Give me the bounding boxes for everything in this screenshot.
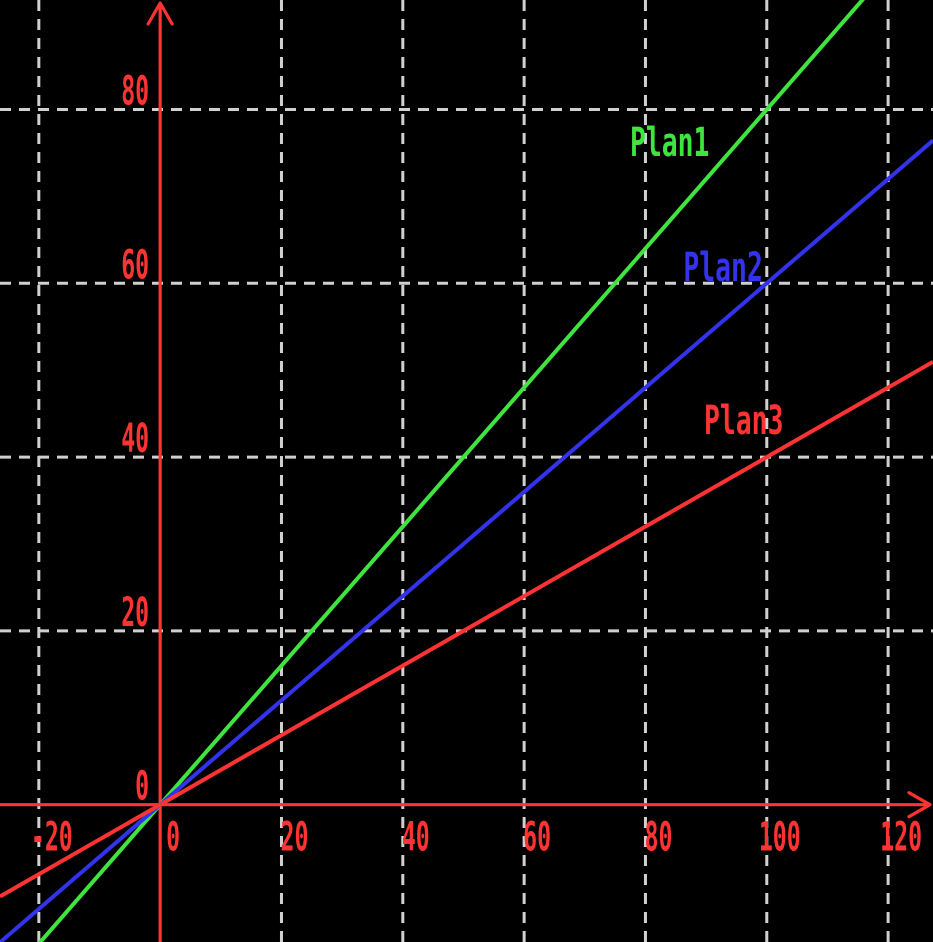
plan2-label: Plan2 <box>683 244 762 290</box>
x-tick-label-40: 40 <box>402 814 430 860</box>
y-tick-label-40: 40 <box>121 415 149 461</box>
y-tick-label-0: 0 <box>135 763 149 809</box>
x-tick-label-100: 100 <box>759 814 801 860</box>
plan3-line <box>0 360 933 899</box>
y-tick-label-80: 80 <box>121 68 149 114</box>
y-tick-label-20: 20 <box>121 589 149 635</box>
y-axis-arrow-icon <box>146 1 174 26</box>
plan1-label: Plan1 <box>630 119 709 165</box>
x-tick-label-20: 20 <box>281 814 309 860</box>
x-tick-label-120: 120 <box>880 814 922 860</box>
x-axis-arrow-icon <box>907 791 932 819</box>
y-tick-label-60: 60 <box>121 242 149 288</box>
x-tick-label-60: 60 <box>523 814 551 860</box>
plan3-label: Plan3 <box>704 397 783 443</box>
x-tick-label--20: -20 <box>31 814 73 860</box>
x-tick-label-0: 0 <box>166 814 180 860</box>
x-tick-label-80: 80 <box>644 814 672 860</box>
